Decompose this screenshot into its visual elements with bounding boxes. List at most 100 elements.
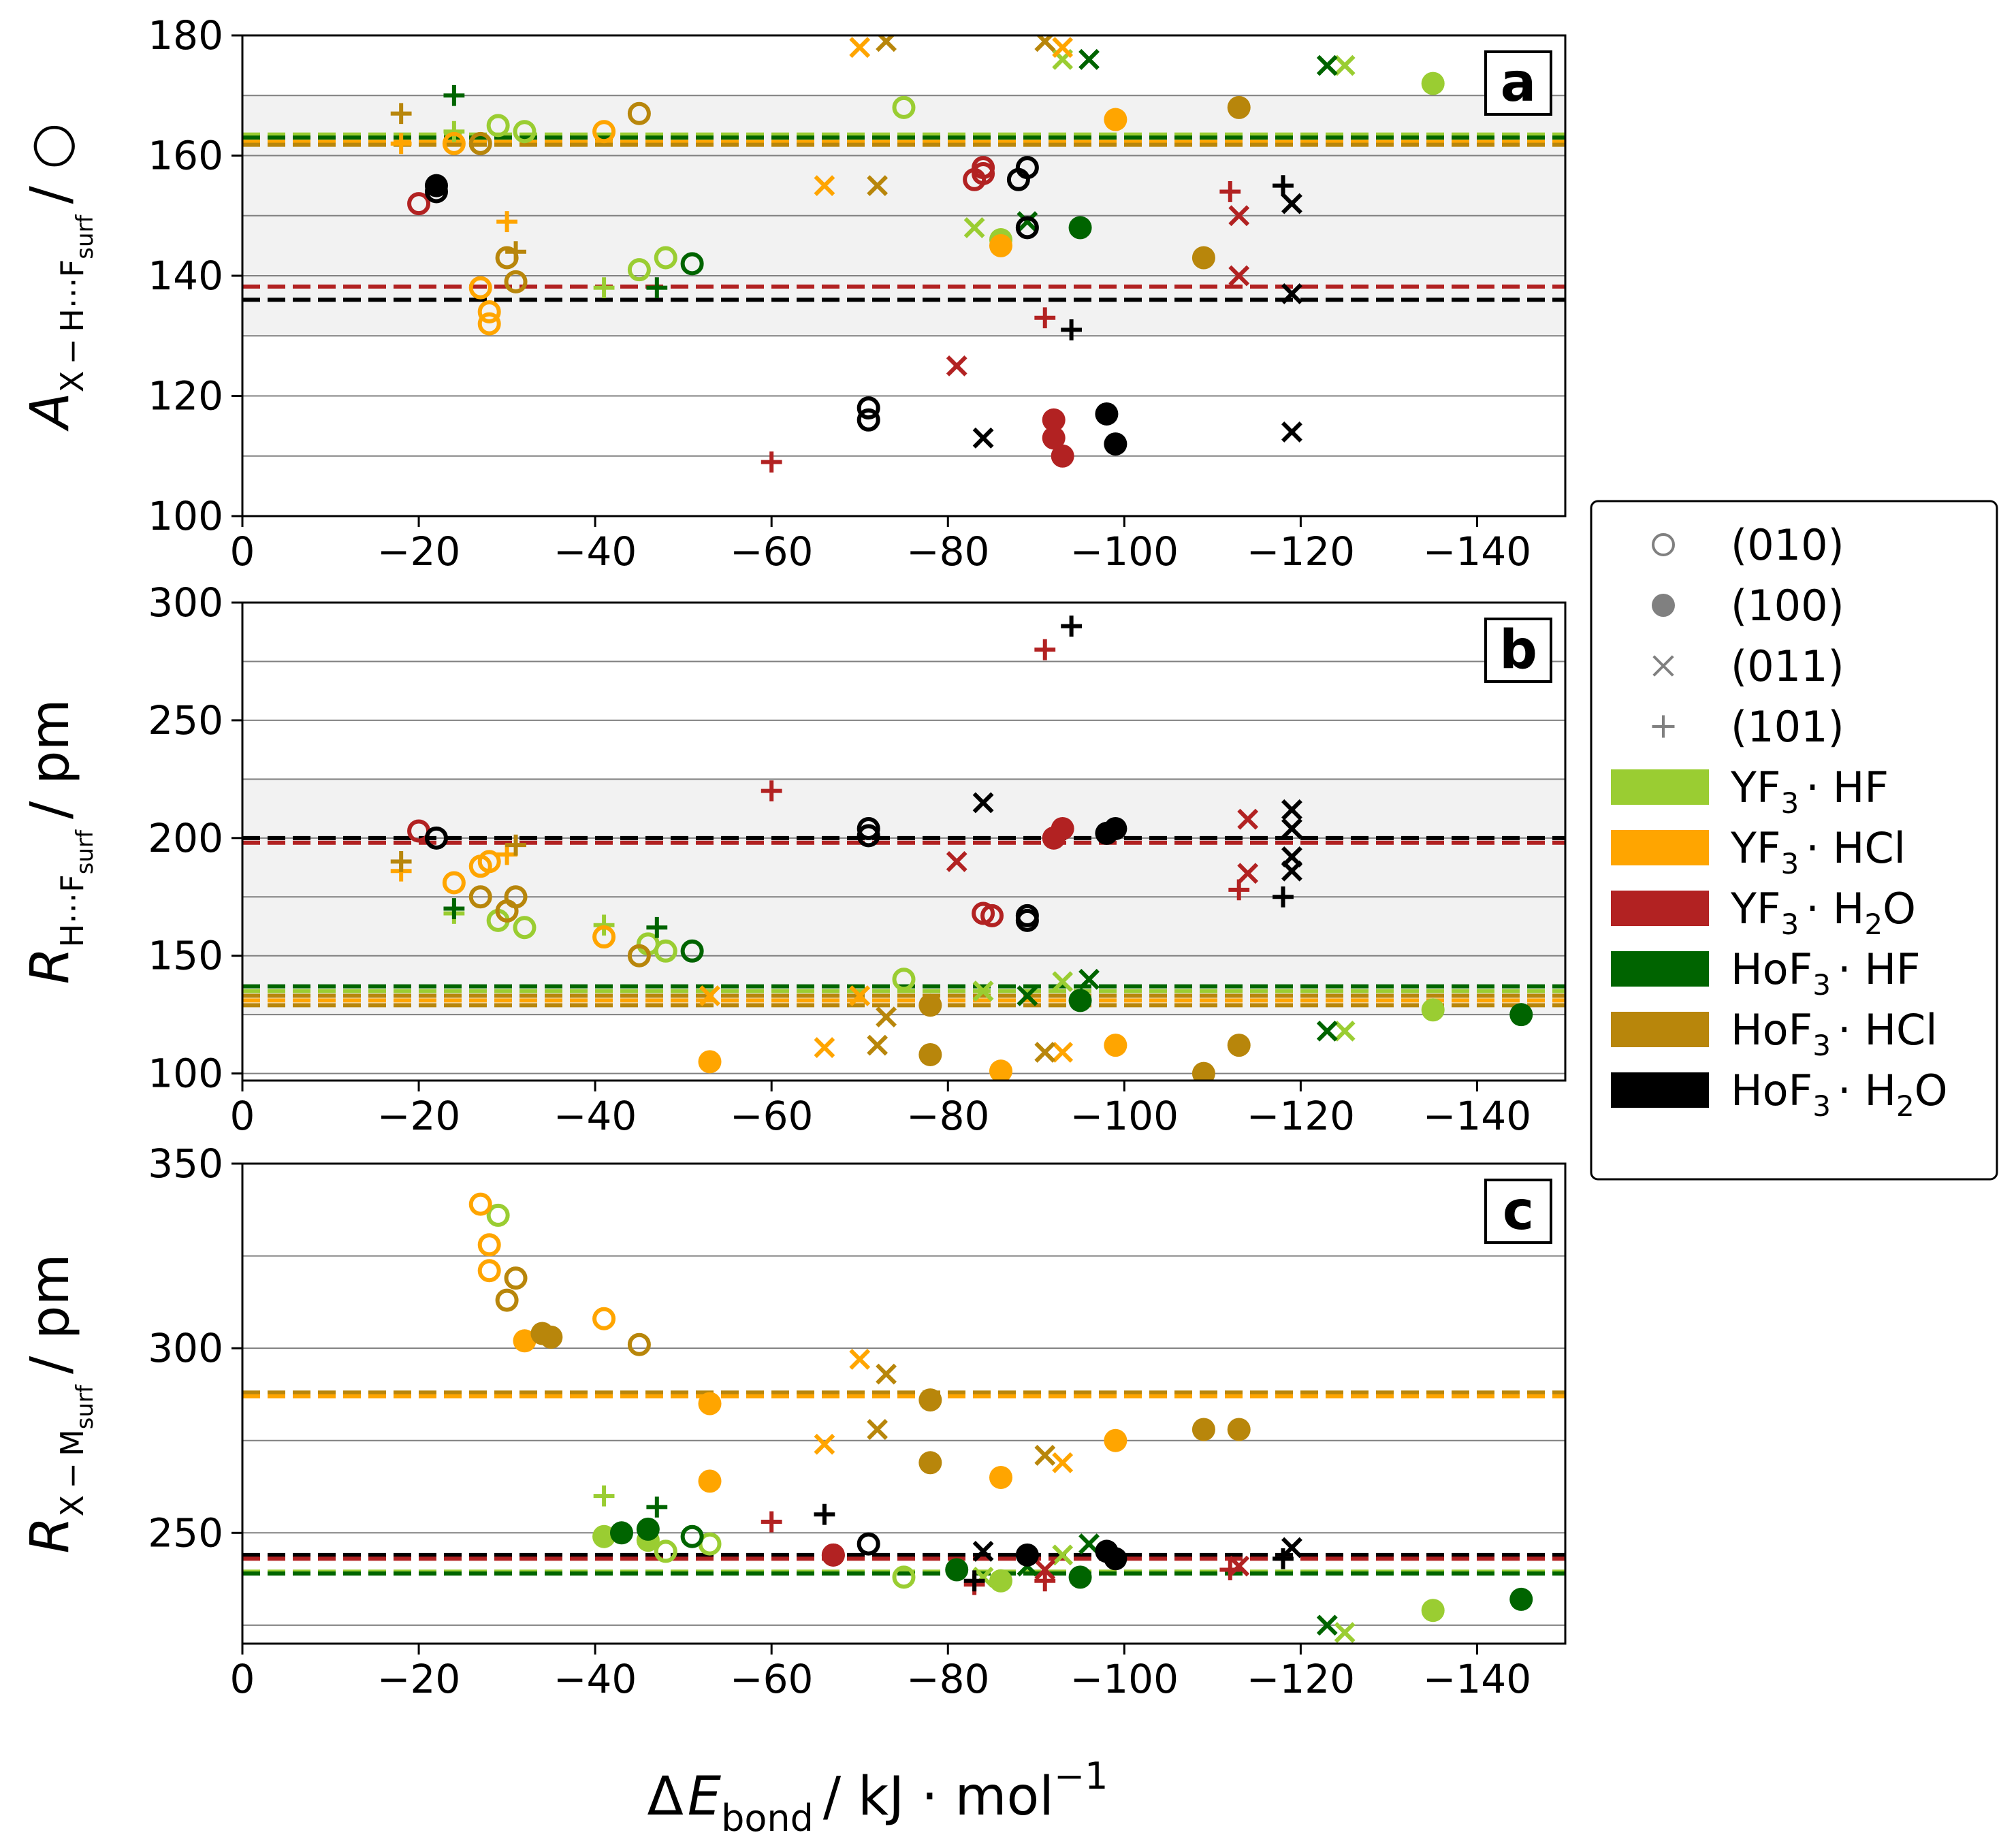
- panel-a-y-tick-label: 120: [148, 373, 223, 419]
- data-point-hof3-hcl-filled: [1191, 1418, 1215, 1441]
- panel-c-x-tick-label: −40: [554, 1656, 637, 1702]
- y-axis-title-main: R: [20, 947, 81, 984]
- data-point-hof3-hcl-plus: [505, 241, 526, 263]
- data-point-yf3-hf-filled: [1421, 71, 1445, 95]
- data-point-hof3-hcl-open: [468, 885, 492, 909]
- panel-a-x-tick-label: −120: [1247, 528, 1355, 575]
- panel-c-y-tick-label: 350: [148, 1140, 223, 1187]
- data-point-hof3-h2o-plus: [1061, 319, 1083, 340]
- panel-b-y-tick-label: 300: [148, 579, 223, 626]
- x-axis-title-group: ΔEbond / kJ · mol−1: [647, 1755, 1108, 1837]
- data-point-hof3-hf-plus: [646, 916, 668, 938]
- data-point-hof3-hf-x: [1316, 54, 1338, 76]
- data-point-hof3-hf-open: [680, 939, 704, 963]
- data-point-yf3-hf-x: [1334, 1622, 1356, 1644]
- data-point-yf3-hcl-open: [442, 131, 466, 155]
- legend-marker-010-symbol: [1652, 533, 1675, 556]
- data-point-yf3-hf-open: [654, 939, 677, 963]
- legend-label-hof3-hf: HoF3 · HF: [1731, 944, 1921, 1002]
- y-axis-title-main: R: [20, 1516, 81, 1553]
- data-point-yf3-h2o-plus: [1034, 307, 1056, 329]
- data-point-hof3-h2o-open: [857, 408, 880, 432]
- data-point-yf3-hcl-filled: [698, 1392, 722, 1416]
- panel-b-y-tick-label: 250: [148, 697, 223, 744]
- data-point-yf3-hcl-x: [849, 1348, 871, 1370]
- data-point-yf3-hcl-open: [468, 1192, 492, 1216]
- data-point-yf3-h2o-open: [407, 192, 431, 216]
- y-axis-title-subsub: surf: [71, 1384, 99, 1429]
- data-point-yf3-hcl-open: [468, 276, 492, 300]
- legend-marker-101: (101): [1652, 702, 1844, 752]
- data-point-hof3-hf-open: [680, 1524, 704, 1548]
- data-point-hof3-hcl-open: [495, 1288, 519, 1312]
- panel-b-x-tick-label: −120: [1247, 1093, 1355, 1139]
- data-point-hof3-hcl-filled: [1191, 246, 1215, 270]
- data-point-hof3-hcl-filled: [1227, 95, 1251, 119]
- data-point-yf3-hcl-filled: [989, 1465, 1012, 1489]
- legend-swatch-yf3-hcl: [1611, 830, 1709, 865]
- data-point-hof3-h2o-filled: [1104, 432, 1127, 456]
- data-point-hof3-h2o-x: [972, 792, 994, 814]
- legend-label-sub: 3: [1781, 908, 1799, 941]
- data-point-hof3-hf-x: [1017, 985, 1038, 1006]
- panel-a-x-tick-label: −40: [554, 528, 637, 575]
- data-point-hof3-h2o-x: [1281, 799, 1302, 820]
- panel-a-x-tick-label: −20: [377, 528, 460, 575]
- legend-marker-100-label: (100): [1731, 581, 1844, 630]
- legend-swatch-hof3-h2o: [1611, 1072, 1709, 1108]
- data-point-hof3-hcl-filled: [539, 1325, 563, 1349]
- data-point-hof3-h2o-open: [857, 816, 880, 840]
- legend-entry-yf3-hcl: YF3 · HCl: [1611, 823, 1906, 880]
- data-point-hof3-hcl-filled: [918, 1388, 942, 1412]
- panel-c-x-tick-label: −80: [906, 1656, 989, 1702]
- data-point-yf3-hcl-x: [1052, 37, 1074, 59]
- data-point-yf3-hf-open: [627, 258, 651, 282]
- data-point-hof3-hf-filled: [609, 1521, 633, 1545]
- data-point-hof3-hcl-plus: [505, 834, 526, 856]
- legend-label-sub: 3: [1812, 1029, 1831, 1062]
- panel-a: 0 −20 −40 −60 −80 −100 −120 −140 100 120 140 160 180…: [20, 12, 1567, 575]
- data-point-yf3-hcl-x: [1052, 1452, 1074, 1473]
- data-point-hof3-hf-x: [1316, 1020, 1338, 1042]
- x-axis-title-unit: / kJ · mol: [823, 1766, 1054, 1827]
- legend-label-base: YF: [1730, 884, 1781, 933]
- panel-c-x-tick-label: −140: [1423, 1656, 1531, 1702]
- panel-a-x-tick-label: 0: [230, 528, 255, 575]
- panel-b-letter-box: [1484, 618, 1552, 683]
- data-point-hof3-hf-x: [1316, 1614, 1338, 1636]
- data-point-hof3-hcl-open: [627, 944, 651, 968]
- data-point-yf3-h2o-x: [1228, 205, 1250, 227]
- data-point-hof3-hf-x: [1078, 48, 1100, 70]
- panel-a-y-tick-label: 100: [148, 493, 223, 539]
- y-axis-title-unit: / ○: [20, 123, 81, 204]
- data-point-hof3-h2o-open: [424, 826, 448, 850]
- panel-a-x-tick-label: −80: [906, 528, 989, 575]
- data-point-yf3-hf-x: [1052, 1544, 1074, 1566]
- data-point-yf3-hcl-filled: [1104, 1034, 1127, 1057]
- legend-label-base: HoF: [1731, 1005, 1812, 1055]
- data-point-hof3-hcl-filled: [918, 1451, 942, 1475]
- data-point-hof3-hcl-open: [504, 270, 528, 293]
- data-point-hof3-hcl-filled: [1227, 1034, 1251, 1057]
- data-point-hof3-h2o-x: [1281, 818, 1302, 840]
- data-point-hof3-hcl-x: [876, 35, 897, 52]
- panel-c-x-tick-label: −60: [730, 1656, 813, 1702]
- legend-marker-011: (011): [1652, 641, 1844, 691]
- data-point-yf3-h2o-filled: [1042, 426, 1066, 450]
- data-point-yf3-h2o-x: [1228, 265, 1250, 287]
- panels: 0 −20 −40 −60 −80 −100 −120 −140 100 120 140 160 180…: [20, 12, 1567, 1702]
- data-point-yf3-hf-filled: [1421, 998, 1445, 1022]
- data-point-yf3-hcl-filled: [513, 1329, 537, 1353]
- x-axis-title: ΔEbond / kJ · mol−1: [647, 1755, 1108, 1837]
- data-point-yf3-h2o-plus: [1219, 181, 1241, 202]
- panel-a-y-tick-label: 160: [148, 133, 223, 179]
- data-point-yf3-hcl-filled: [989, 234, 1012, 257]
- legend-label-sub: 3: [1812, 968, 1831, 1002]
- data-point-yf3-hf-open: [892, 95, 916, 119]
- data-point-yf3-hcl-x: [814, 175, 835, 197]
- data-point-hof3-h2o-filled: [424, 174, 448, 197]
- data-point-hof3-h2o-open: [1015, 908, 1039, 932]
- legend-label-mid: · H: [1806, 884, 1864, 933]
- legend-entry-yf3-h2o: YF3 · H2O: [1611, 884, 1916, 941]
